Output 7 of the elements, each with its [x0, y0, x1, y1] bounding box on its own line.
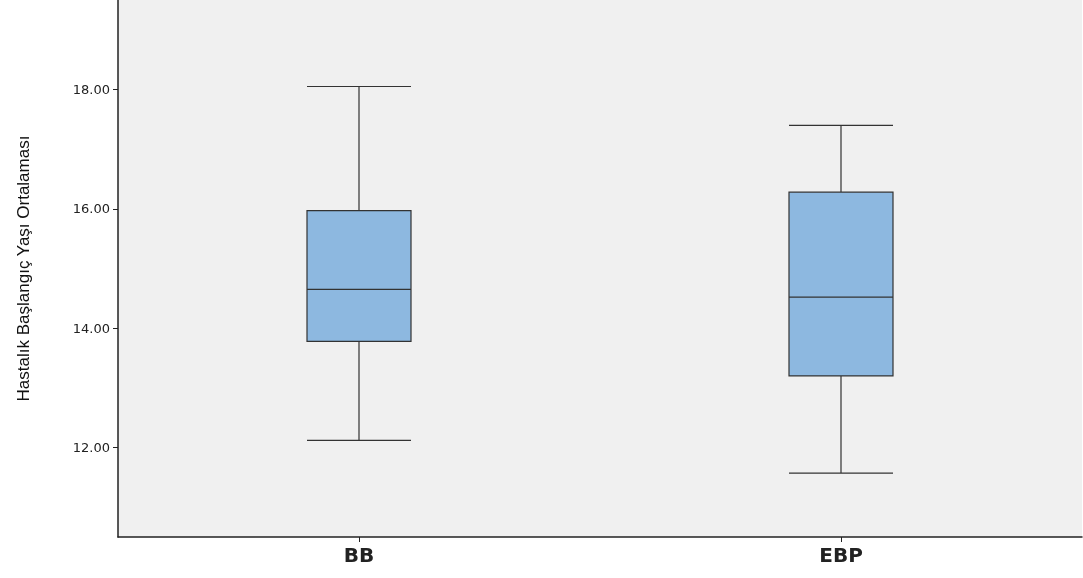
y-tick-label: 18.00 [72, 82, 110, 97]
y-tick-label: 16.00 [72, 201, 110, 217]
y-axis-title: Hastalık Başlangıç Yaşı Ortalaması [14, 135, 33, 402]
y-tick-label: 12.00 [72, 440, 110, 455]
x-tick-label: EBP [819, 543, 863, 567]
x-tick-label: BB [343, 543, 375, 567]
y-tick-label: 14.00 [72, 320, 110, 336]
